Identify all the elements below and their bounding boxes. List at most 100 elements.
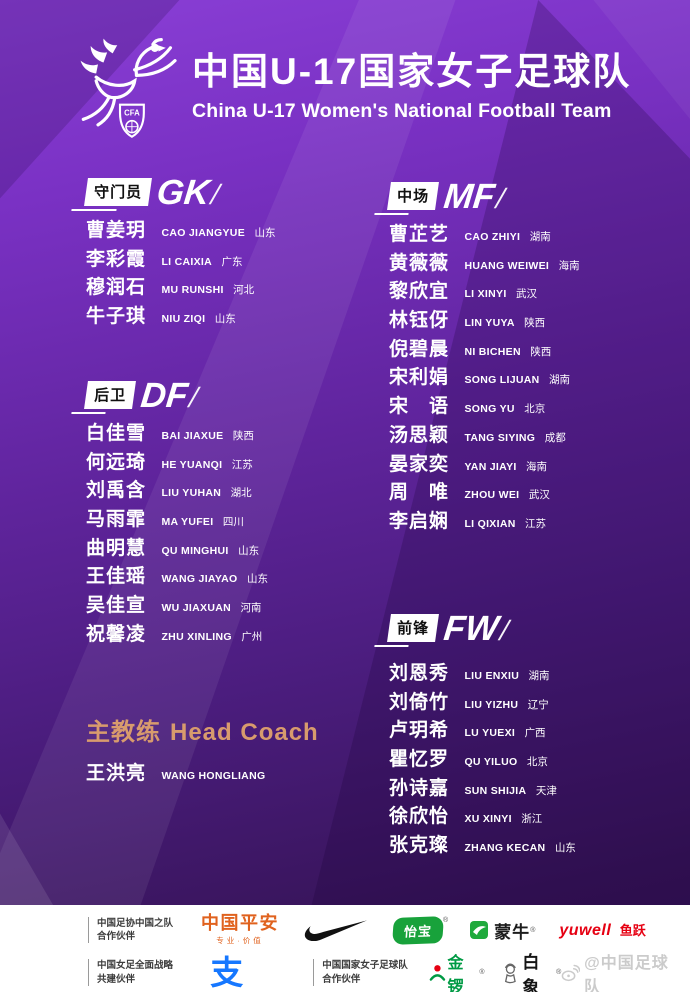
player-name: 李彩霞 (86, 248, 147, 270)
player-pinyin: CAO JIANGYUE (161, 227, 245, 239)
player-province: 江苏 (231, 458, 253, 471)
player-pinyin: LI XINYI (464, 288, 507, 301)
alipay-logo: 支 (210, 954, 244, 991)
section-code: DF (139, 376, 199, 415)
player-name: 吴佳宣 (86, 595, 147, 617)
head-coach-title: 主教练 Head Coach (86, 712, 319, 747)
mengniu-logo: 蒙牛 ® (470, 918, 535, 943)
player-pinyin: WANG JIAYAO (161, 573, 238, 586)
partner-text-national-team: 中国国家女子足球队 合作伙伴 (313, 959, 418, 986)
player-row: 张克璨 ZHANG KECAN 山东 (389, 832, 576, 861)
player-pinyin: ZHANG KECAN (464, 842, 546, 855)
player-name: 刘禹含 (86, 480, 147, 502)
partner-line: 中国国家女子足球队 (322, 960, 408, 972)
partner-text-cfa-team: 中国足协中国之队 合作伙伴 (88, 916, 185, 944)
player-list: 曹姜玥 CAO JIANGYUE 山东 李彩霞 LI CAIXIA 广东 穆润石… (86, 217, 275, 332)
section-code: GK (155, 173, 221, 212)
player-name: 晏家奕 (389, 453, 450, 475)
player-row: 穆润石 MU RUNSHI 河北 (86, 274, 275, 303)
player-name: 孙诗嘉 (389, 777, 450, 799)
player-province: 北京 (526, 756, 548, 769)
partner-line: 中国足协中国之队 (97, 917, 174, 929)
player-province: 陕西 (232, 430, 254, 442)
section-label-box: 后卫 (84, 381, 136, 409)
player-name: 张克璨 (389, 835, 450, 857)
cfa-shield-icon: CFA (118, 103, 145, 138)
player-name: 刘恩秀 (389, 663, 450, 684)
player-pinyin: LIU YUHAN (161, 487, 222, 500)
player-name: 牛子琪 (86, 306, 147, 328)
player-province: 陕西 (530, 345, 552, 358)
player-pinyin: BAI JIAXUE (161, 430, 224, 442)
sponsor-row-1: 中国足协中国之队 合作伙伴 中国平安 专业·价值 怡宝® 蒙牛 ® (0, 907, 690, 953)
player-pinyin: MU RUNSHI (161, 284, 224, 297)
yibao-wordmark: 怡宝 (391, 915, 445, 945)
player-province: 江苏 (525, 517, 547, 530)
player-province: 湖南 (529, 231, 551, 243)
player-row: 宋利娟 SONG LIJUAN 湖南 (389, 364, 580, 393)
player-row: 曲明慧 QU MINGHUI 山东 (86, 535, 268, 564)
player-row: 何远琦 HE YUANQI 江苏 (86, 449, 268, 478)
player-province: 成都 (544, 431, 566, 444)
section-label-box: 守门员 (84, 178, 152, 206)
registered-mark: ® (530, 926, 536, 934)
player-province: 北京 (524, 403, 546, 416)
partner-line: 共建伙伴 (97, 973, 136, 985)
player-row: 刘禹含 LIU YUHAN 湖北 (86, 477, 268, 506)
player-pinyin: MA YUFEI (161, 516, 214, 529)
registered-mark: ® (443, 916, 449, 924)
player-pinyin: WU JIAXUAN (161, 602, 231, 615)
partner-line: 中国女足全面战略 (97, 960, 174, 972)
player-pinyin: CAO ZHIYI (464, 231, 521, 243)
player-row: 李启娴 LI QIXIAN 江苏 (389, 508, 580, 537)
section-code: FW (442, 609, 510, 648)
watermark-text: @中国足球队 (584, 954, 669, 992)
weibo-icon (561, 964, 581, 981)
player-row: 牛子琪 NIU ZIQI 山东 (86, 303, 275, 332)
player-pinyin: HUANG WEIWEI (464, 259, 550, 272)
player-row: 林钰伢 LIN YUYA 陕西 (389, 307, 580, 336)
partner-line: 合作伙伴 (97, 931, 136, 942)
player-province: 山东 (238, 544, 260, 557)
player-row: 马雨霏 MA YUFEI 四川 (86, 506, 268, 535)
player-name: 倪碧晨 (389, 338, 450, 360)
player-province: 湖南 (528, 670, 550, 682)
player-pinyin: XU XINYI (464, 813, 512, 826)
player-pinyin: ZHU XINLING (161, 630, 232, 643)
player-name: 宋 语 (389, 396, 450, 418)
player-row: 吴佳宣 WU JIAXUAN 河南 (86, 592, 268, 621)
player-row: 宋 语 SONG YU 北京 (389, 393, 580, 422)
section-header: 中场 MF (387, 177, 580, 216)
partner-text-womens-strategy: 中国女足全面战略 共建伙伴 (88, 959, 180, 986)
player-pinyin: QU MINGHUI (161, 544, 229, 557)
player-province: 四川 (222, 516, 244, 529)
registered-mark: ® (479, 969, 485, 976)
player-row: 黄薇薇 HUANG WEIWEI 海南 (389, 250, 580, 279)
player-row: 晏家奕 YAN JIAYI 海南 (389, 451, 580, 480)
player-pinyin: NI BICHEN (464, 345, 521, 358)
player-pinyin: LU YUEXI (464, 727, 516, 740)
player-row: 汤思颖 TANG SIYING 成都 (389, 422, 580, 451)
baixiang-logo: 白象 ® (501, 948, 561, 992)
yuwell-logo: yuwell 鱼跃 (559, 920, 645, 940)
player-name: 祝馨凌 (86, 623, 147, 645)
player-row: 周 唯 ZHOU WEI 武汉 (389, 479, 580, 508)
player-row: 瞿忆罗 QU YILUO 北京 (389, 746, 576, 775)
player-row: 徐欣怡 XU XINYI 浙江 (389, 803, 576, 832)
page-title-en: China U-17 Women's National Football Tea… (192, 99, 612, 122)
section-header: 前锋 FW (387, 609, 576, 648)
player-row: 白佳雪 BAI JIAXUE 陕西 (86, 420, 268, 449)
player-row: 孙诗嘉 SUN SHIJIA 天津 (389, 775, 576, 804)
player-pinyin: LI QIXIAN (464, 517, 516, 530)
player-pinyin: QU YILUO (464, 756, 518, 769)
player-name: 宋利娟 (389, 367, 450, 389)
player-row: 卢玥希 LU YUEXI 广西 (389, 717, 576, 746)
phoenix-icon: CFA (80, 37, 177, 138)
player-pinyin: TANG SIYING (464, 431, 536, 444)
section-midfielders: 中场 MF 曹芷艺 CAO ZHIYI 湖南 黄薇薇 HUANG WEIWEI … (387, 177, 580, 537)
player-name: 白佳雪 (86, 423, 147, 444)
player-name: 周 唯 (389, 482, 450, 504)
player-name: 曹姜玥 (86, 220, 147, 241)
jinluo-logo: 金锣 ® (429, 949, 485, 992)
